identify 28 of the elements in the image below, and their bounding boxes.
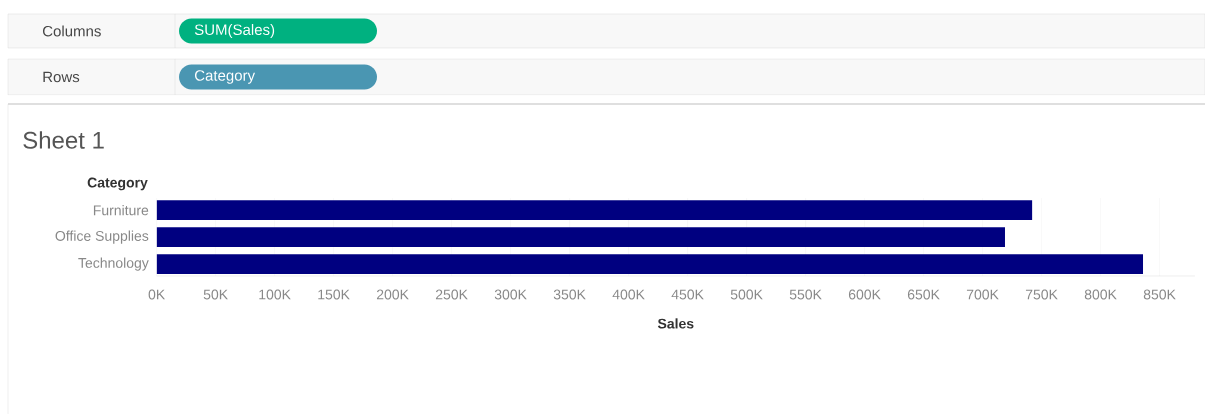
x-tick-label: 500K (730, 289, 763, 300)
text: Category (194, 70, 256, 84)
x-tick-label: 450K (671, 289, 704, 300)
y-axis-title: Category (87, 177, 148, 191)
x-tick-label: 50K (203, 289, 228, 300)
x-tick-label: 100K (259, 289, 291, 300)
x-tick-label: 0K (148, 289, 166, 300)
y-tick-label: Furniture (93, 204, 149, 216)
x-tick-label: 750K (1025, 289, 1058, 300)
x-tick-label: 400K (612, 289, 645, 300)
x-tick-label: 850K (1143, 289, 1176, 300)
x-tick-label: 350K (553, 289, 586, 300)
x-tick-label: 250K (435, 289, 468, 300)
x-tick-label: 600K (848, 289, 881, 300)
x-tick-label: 650K (907, 289, 940, 300)
text: Columns (42, 25, 101, 37)
x-axis-title: Sales (657, 318, 694, 329)
x-tick-label: 700K (966, 289, 999, 300)
text: Rows (43, 71, 80, 83)
y-tick-label: Office Supplies (55, 230, 149, 244)
chart-title: Sheet 1 (23, 131, 104, 149)
x-tick-label: 150K (318, 289, 350, 300)
text: SUM(Sales) (194, 24, 275, 38)
x-tick-label: 800K (1084, 289, 1117, 300)
x-tick-label: 200K (376, 289, 409, 300)
x-tick-label: 550K (789, 289, 822, 300)
x-tick-label: 300K (494, 289, 527, 300)
y-tick-label: Technology (78, 257, 149, 271)
